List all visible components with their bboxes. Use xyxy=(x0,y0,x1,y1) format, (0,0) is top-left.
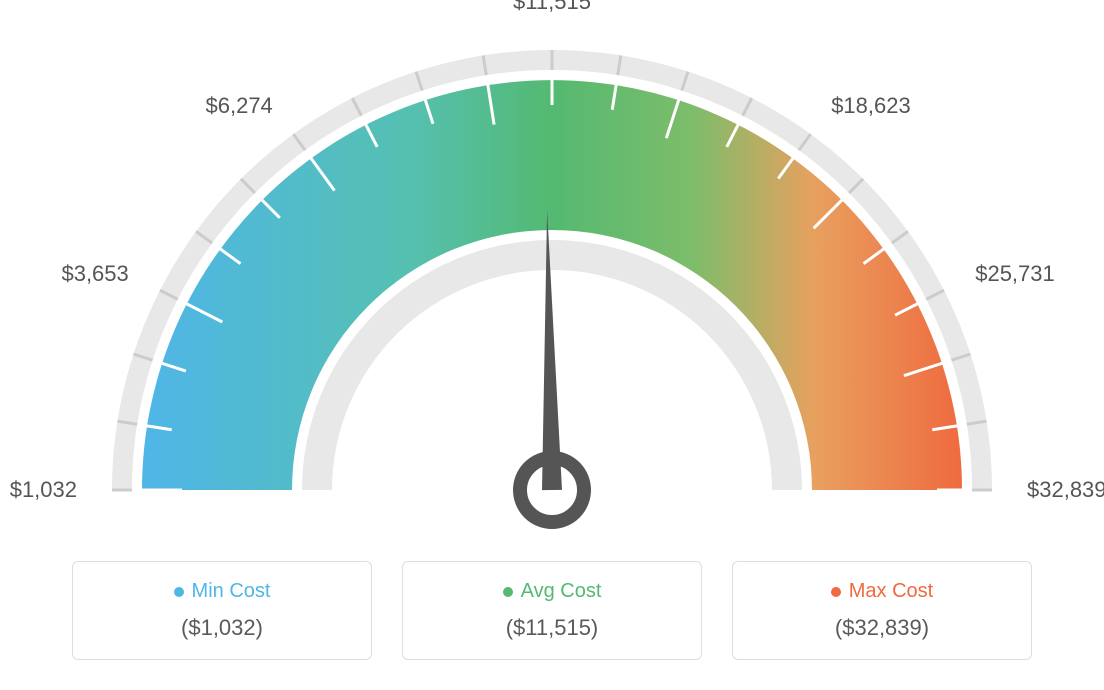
legend-card-max: Max Cost ($32,839) xyxy=(732,561,1032,660)
dot-icon xyxy=(503,587,513,597)
legend-title-avg: Avg Cost xyxy=(403,580,701,603)
legend-card-min: Min Cost ($1,032) xyxy=(72,561,372,660)
legend-title-max-text: Max Cost xyxy=(849,580,933,603)
dot-icon xyxy=(174,587,184,597)
gauge-tick-label: $11,515 xyxy=(513,0,591,15)
gauge-area: $1,032 $3,653 $6,274 $11,515 $18,623 $25,731 $… xyxy=(0,0,1104,560)
dot-icon xyxy=(831,587,841,597)
legend-title-avg-text: Avg Cost xyxy=(521,580,602,603)
legend-title-min: Min Cost xyxy=(73,580,371,603)
gauge-tick-label: $32,839 xyxy=(1027,477,1104,503)
cost-gauge-container: $1,032 $3,653 $6,274 $11,515 $18,623 $25,731 $… xyxy=(0,0,1104,690)
gauge-tick-label: $18,623 xyxy=(831,93,911,119)
legend-title-min-text: Min Cost xyxy=(192,580,271,603)
gauge-tick-label: $3,653 xyxy=(61,261,128,287)
gauge-tick-label: $1,032 xyxy=(10,477,77,503)
gauge-tick-label: $25,731 xyxy=(975,261,1055,287)
legend-row: Min Cost ($1,032) Avg Cost ($11,515) Max… xyxy=(0,561,1104,660)
legend-card-avg: Avg Cost ($11,515) xyxy=(402,561,702,660)
legend-value-max: ($32,839) xyxy=(733,615,1031,641)
gauge-tick-label: $6,274 xyxy=(206,93,273,119)
legend-value-min: ($1,032) xyxy=(73,615,371,641)
gauge-chart xyxy=(0,0,1104,560)
legend-value-avg: ($11,515) xyxy=(403,615,701,641)
legend-title-max: Max Cost xyxy=(733,580,1031,603)
